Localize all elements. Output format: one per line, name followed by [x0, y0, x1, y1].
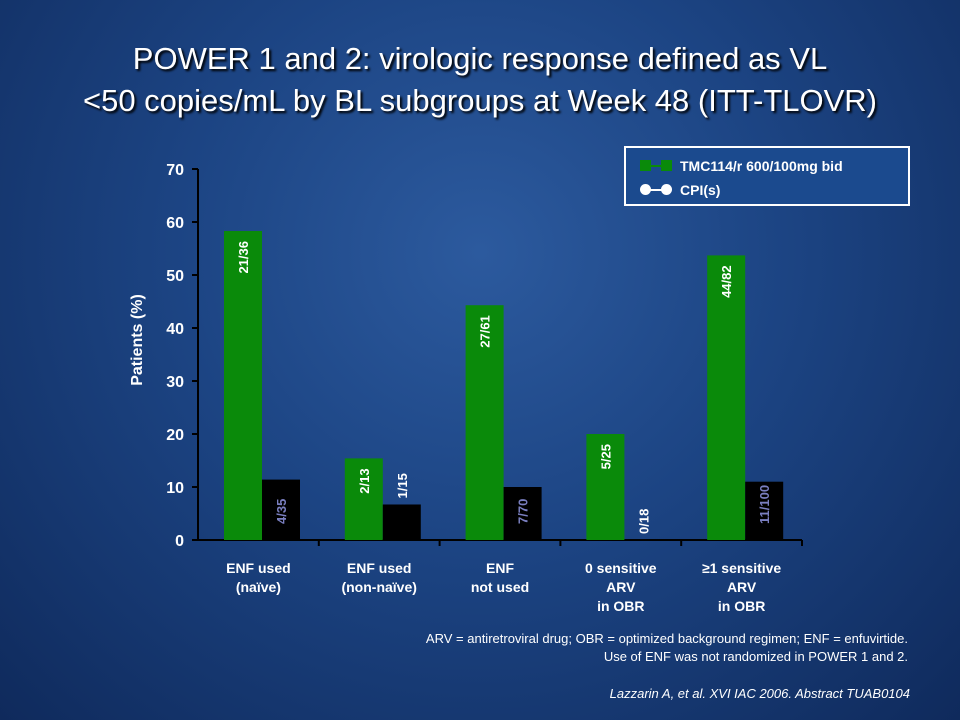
- page-title: POWER 1 and 2: virologic response define…: [0, 38, 960, 122]
- legend-item-cpi: CPI(s): [640, 180, 720, 200]
- square-line-marker-icon: [640, 159, 672, 173]
- bar-tmc114: [344, 458, 383, 540]
- data-label-tmc114: 2/13: [357, 468, 372, 493]
- x-tick-label: ARV: [727, 579, 757, 595]
- bar-tmc114: [586, 434, 625, 540]
- legend-label: TMC114/r 600/100mg bid: [680, 158, 843, 174]
- x-tick-label: ENF used: [226, 560, 291, 576]
- data-label-tmc114: 21/36: [236, 241, 251, 274]
- x-tick-label: (naïve): [236, 579, 281, 595]
- chart-legend: TMC114/r 600/100mg bid CPI(s): [624, 146, 910, 206]
- bar-cpi: [745, 481, 784, 540]
- y-tick-label: 40: [166, 321, 184, 338]
- x-tick-label: in OBR: [597, 598, 644, 614]
- footnote: ARV = antiretroviral drug; OBR = optimiz…: [426, 630, 908, 666]
- y-tick-label: 20: [166, 427, 184, 444]
- x-tick-label: ENF: [486, 560, 514, 576]
- citation: Lazzarin A, et al. XVI IAC 2006. Abstrac…: [609, 686, 910, 701]
- data-label-cpi: 4/35: [274, 499, 289, 524]
- legend-label: CPI(s): [680, 182, 721, 198]
- title-line-2: <50 copies/mL by BL subgroups at Week 48…: [82, 83, 877, 118]
- circle-line-marker-icon: [640, 183, 672, 197]
- bar-tmc114: [224, 231, 262, 540]
- y-tick-label: 70: [166, 162, 184, 179]
- footnote-line-1: ARV = antiretroviral drug; OBR = optimiz…: [425, 631, 908, 646]
- data-label-cpi: 0/18: [636, 509, 651, 534]
- y-axis-label: Patients (%): [129, 294, 146, 386]
- bar-cpi: [382, 504, 421, 540]
- y-tick-label: 50: [166, 268, 184, 285]
- x-tick-label: ENF used: [347, 560, 412, 576]
- data-label-cpi: 7/70: [516, 499, 531, 524]
- data-label-tmc114: 5/25: [598, 444, 613, 469]
- y-tick-label: 10: [166, 480, 184, 497]
- bar-tmc114: [465, 305, 504, 540]
- x-tick-label: not used: [471, 579, 529, 595]
- legend-item-tmc114: TMC114/r 600/100mg bid: [640, 156, 843, 176]
- x-tick-label: ARV: [606, 579, 636, 595]
- footnote-line-2: Use of ENF was not randomized in POWER 1…: [603, 649, 908, 664]
- bar-tmc114: [707, 255, 746, 540]
- bar-cpi: [503, 487, 542, 540]
- data-label-cpi: 1/15: [395, 473, 410, 498]
- title-line-1: POWER 1 and 2: virologic response define…: [132, 41, 828, 76]
- bar-cpi: [262, 479, 300, 540]
- data-label-cpi: 11/100: [757, 485, 772, 524]
- data-label-tmc114: 44/82: [719, 265, 734, 298]
- y-tick-label: 0: [175, 533, 184, 550]
- x-tick-label: in OBR: [718, 598, 765, 614]
- y-tick-label: 30: [166, 374, 184, 391]
- x-tick-label: 0 sensitive: [585, 560, 657, 576]
- data-label-tmc114: 27/61: [478, 315, 493, 348]
- x-tick-label: ≥1 sensitive: [702, 560, 781, 576]
- x-tick-label: (non-naïve): [341, 579, 416, 595]
- y-tick-label: 60: [166, 215, 184, 232]
